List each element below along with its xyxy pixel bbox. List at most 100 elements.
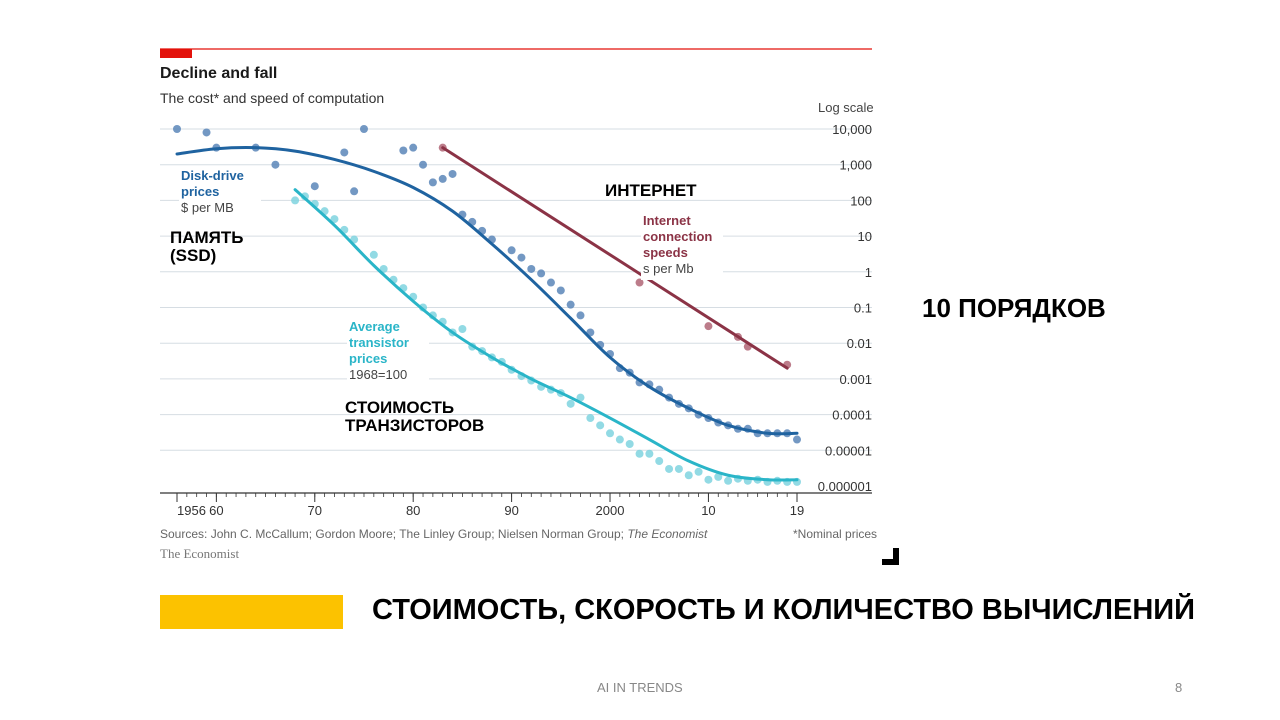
y-tick-labels: 10,000 1,000 100 10 1 0.1 0.01 0.001 0.0001 0.000… [818, 122, 872, 494]
corner-mark [882, 548, 899, 565]
transistor-data-point [458, 324, 467, 333]
internet-label-bg [641, 212, 723, 280]
grid-lines [160, 128, 872, 451]
internet-data-point [635, 278, 644, 287]
transistor-data-point [586, 414, 595, 423]
sources-italic: The Economist [627, 527, 708, 541]
disk-drive-label-unit: $ per MB [181, 200, 234, 215]
economist-red-tab [160, 49, 192, 58]
annotation-memory: ПАМЯТЬ (SSD) [170, 228, 244, 265]
y-tick-label: 100 [850, 193, 872, 208]
x-tick-label: 90 [504, 503, 518, 518]
transistor-data-point [694, 467, 703, 476]
transistor-data-point [724, 476, 733, 485]
transistor-label-name: Average [349, 319, 400, 334]
y-tick-label: 10 [858, 229, 872, 244]
disk-drive-data-point [448, 169, 457, 178]
disk-drive-label-bg [179, 167, 261, 219]
log-scale-note: Log scale [818, 100, 874, 115]
slide-footer: AI IN TRENDS [597, 680, 683, 695]
transistor-label-name: prices [349, 351, 387, 366]
transistor-trend-line [293, 188, 799, 482]
y-tick-label: 0.1 [854, 301, 872, 316]
chart-sources: Sources: John C. McCallum; Gordon Moore;… [160, 527, 707, 541]
disk-drive-data-point [556, 286, 565, 295]
x-tick-label: 70 [308, 503, 322, 518]
annotation-transistors: СТОИМОСТЬ ТРАНЗИСТОРОВ [345, 398, 485, 435]
y-tick-label: 1 [865, 265, 872, 280]
y-tick-label: 1,000 [839, 158, 872, 173]
transistor-data-point [655, 457, 664, 466]
transistor-data-point [665, 464, 674, 473]
transistor-data-point [645, 449, 654, 458]
chart-title: Decline and fall [160, 65, 278, 82]
x-axis: 1956 60 70 80 90 2000 10 19 [160, 492, 872, 518]
transistor-data-point [635, 449, 644, 458]
transistor-data-point [291, 196, 300, 205]
transistor-label-bg [347, 318, 429, 386]
internet-label-name: connection [643, 229, 712, 244]
transistor-data-point [369, 250, 378, 259]
disk-drive-data-point [517, 253, 526, 262]
y-tick-label: 0.0001 [832, 408, 872, 423]
transistor-data-point [576, 393, 585, 402]
disk-drive-label-name: prices [181, 184, 219, 199]
disk-drive-data-point [271, 160, 280, 169]
transistor-data-point [704, 475, 713, 484]
disk-drive-data-point [202, 128, 211, 137]
x-tick-label: 80 [406, 503, 420, 518]
disk-drive-data-point [310, 182, 319, 191]
disk-drive-data-point [428, 178, 437, 187]
disk-drive-data-point [359, 125, 368, 133]
disk-drive-data-point [576, 311, 585, 320]
y-tick-label: 10,000 [832, 122, 872, 137]
sources-text: Sources: John C. McCallum; Gordon Moore;… [160, 527, 624, 541]
transistor-data-point [615, 435, 624, 444]
transistor-label-unit: 1968=100 [349, 367, 407, 382]
transistor-data-point [625, 440, 634, 449]
disk-drive-data-point [438, 174, 447, 183]
internet-label-name: Internet [643, 213, 691, 228]
slide-headline: СТОИМОСТЬ, СКОРОСТЬ И КОЛИЧЕСТВО ВЫЧИСЛЕ… [372, 594, 1195, 626]
internet-trend-line [441, 146, 789, 370]
disk-drive-data-point [537, 269, 546, 278]
internet-data-point [704, 322, 713, 331]
disk-drive-data-point [546, 278, 555, 287]
disk-drive-data-point [793, 435, 801, 444]
brand-name: The Economist [160, 546, 240, 561]
data-points [173, 125, 801, 486]
disk-drive-data-point [507, 246, 516, 255]
disk-drive-data-point [399, 146, 408, 155]
transistor-data-point [330, 215, 339, 224]
transistor-data-point [684, 471, 693, 480]
annotation-internet: ИНТЕРНЕТ [605, 181, 697, 200]
x-tick-label: 19 [790, 503, 804, 518]
transistor-data-point [596, 421, 605, 430]
y-tick-label: 0.01 [847, 336, 872, 351]
transistor-data-point [566, 399, 575, 408]
x-tick-label: 2000 [596, 503, 625, 518]
trend-lines [175, 146, 799, 482]
internet-label-name: speeds [643, 245, 688, 260]
annotation-orders: 10 ПОРЯДКОВ [922, 293, 1106, 323]
y-tick-label: 0.000001 [818, 479, 872, 494]
disk-drive-data-point [527, 264, 536, 273]
y-tick-label: 0.00001 [825, 443, 872, 458]
transistor-data-point [606, 429, 615, 438]
x-tick-label: 1956 [177, 503, 206, 518]
y-tick-label: 0.001 [839, 372, 872, 387]
footnote: *Nominal prices [793, 527, 878, 541]
disk-drive-data-point [566, 300, 575, 309]
disk-drive-data-point [350, 187, 359, 196]
transistor-data-point [714, 472, 723, 481]
chart-subtitle: The cost* and speed of computation [160, 90, 385, 106]
disk-drive-trend-line [175, 146, 799, 436]
yellow-accent-bar [160, 595, 343, 629]
disk-drive-data-point [340, 148, 349, 157]
disk-drive-label-name: Disk-drive [181, 168, 244, 183]
x-tick-label: 60 [209, 503, 223, 518]
page-number: 8 [1175, 680, 1183, 695]
internet-label-unit: s per Mb [643, 261, 694, 276]
